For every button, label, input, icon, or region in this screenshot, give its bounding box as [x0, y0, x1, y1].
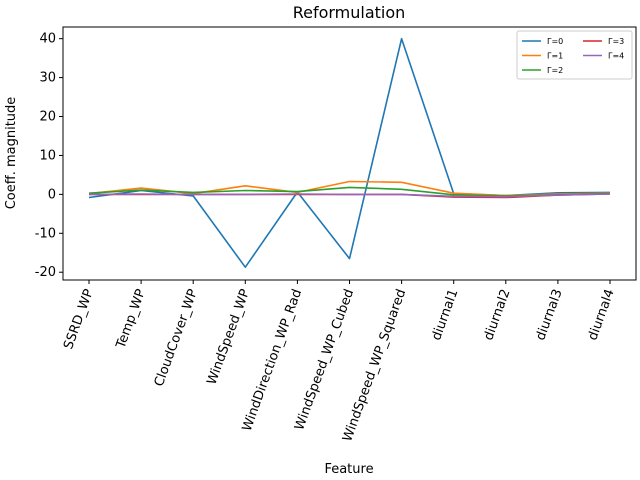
x-tick-label: diurnal2: [481, 287, 513, 342]
y-tick-label: 30: [39, 71, 56, 86]
y-tick-label: 20: [39, 110, 56, 125]
legend-entry-label: Γ=0: [547, 37, 563, 46]
x-tick-label: diurnal3: [533, 287, 565, 342]
x-axis-label: Feature: [324, 462, 373, 477]
plot-area: -20 -10 0 10 20 30 40 SSRD_WP Temp_WP CloudCover_…: [35, 26, 637, 444]
legend-frame: [516, 30, 633, 80]
legend-entry-label: Γ=4: [608, 52, 624, 61]
x-tick-label: WindDirection_WP_Rad: [240, 287, 305, 433]
y-tick-label: -20: [35, 265, 56, 280]
x-tick-label: diurnal1: [429, 287, 461, 342]
legend-entry-label: Γ=3: [608, 37, 624, 46]
x-tick-label: WindSpeed_WP_Cubed: [292, 287, 357, 432]
y-tick-label: 0: [48, 187, 56, 202]
legend: Γ=0 Γ=1 Γ=2 Γ=3 Γ=4: [516, 30, 633, 80]
series-line-4: [88, 193, 611, 198]
y-tick-label: 40: [39, 32, 56, 47]
x-tick-label: WindSpeed_WP: [205, 287, 254, 387]
y-axis-label: Coeff. magnitude: [4, 97, 19, 210]
y-tick-label: 10: [39, 148, 56, 163]
x-tick-label: SSRD_WP: [61, 287, 97, 351]
y-tick-label: -10: [35, 226, 56, 241]
x-tick-label: CloudCover_WP: [152, 287, 201, 389]
legend-entry-label: Γ=1: [547, 52, 563, 61]
x-tick-label: Temp_WP: [113, 287, 149, 351]
x-tick-label: diurnal4: [585, 287, 617, 342]
chart-title: Reformulation: [293, 3, 406, 22]
legend-entry-label: Γ=2: [547, 66, 563, 75]
